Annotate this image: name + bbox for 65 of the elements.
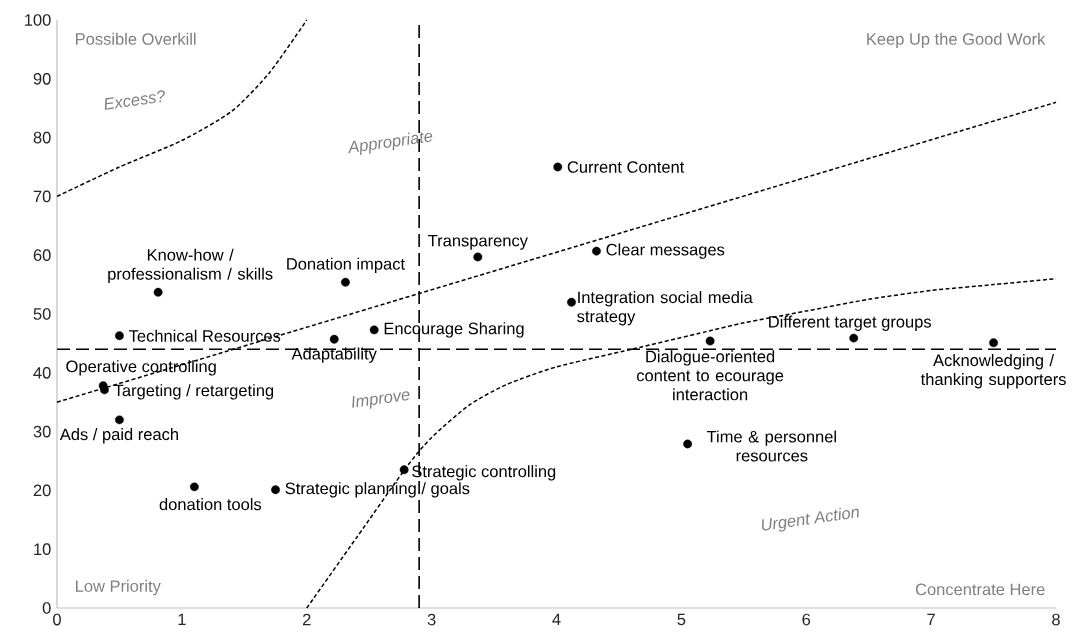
point — [567, 297, 576, 307]
series-label: Time & personnel resources — [706, 430, 836, 462]
series-label: Ads / paid reach — [59, 428, 178, 444]
y-tick-label: 50 — [33, 308, 51, 320]
series-label: donation tools — [159, 498, 262, 511]
series-label: Dialogue-oriented content to ecourage interaction — [636, 350, 784, 401]
x-tick-label: 0 — [53, 613, 61, 626]
y-tick-label: 90 — [33, 72, 51, 85]
series-label: Strategic controlling — [412, 465, 556, 481]
y-tick-label: 100 — [25, 14, 51, 26]
point — [153, 287, 163, 297]
point — [849, 333, 859, 343]
y-tick-label: 10 — [34, 543, 51, 556]
point — [553, 162, 563, 172]
annotation: Appropriate — [348, 131, 433, 155]
series-label: Different target groups — [769, 315, 932, 331]
y-tick-label: 0 — [42, 602, 51, 614]
point — [705, 336, 715, 346]
series-label: Strategic planning / goals — [285, 482, 470, 498]
annotation: Keep Up the Good Work — [867, 32, 1046, 49]
series-label: Integration social media strategy — [577, 291, 753, 326]
point — [100, 385, 109, 395]
point — [115, 415, 124, 425]
point — [989, 338, 998, 348]
text: Know-how / professionalism / skills — [108, 248, 273, 284]
series-label: Encourage Sharing — [384, 322, 524, 338]
y-tick-label: 30 — [33, 425, 51, 438]
annotation: Concentrate Here — [915, 583, 1045, 596]
x-tick-label: 8 — [1052, 613, 1060, 626]
annotation: Possible Overkill — [76, 32, 196, 45]
annotation: Excess? — [104, 90, 165, 110]
series-label: Donation impact — [287, 257, 405, 274]
annotation: Urgent Action — [762, 507, 859, 532]
annotation: Low Priority — [76, 579, 161, 596]
point — [399, 465, 409, 475]
point — [115, 331, 124, 341]
y-tick-label: 40 — [33, 366, 51, 379]
annotation: Improve — [352, 391, 410, 409]
x-tick-label: 2 — [302, 613, 311, 626]
series-label: Clear messages — [606, 243, 725, 259]
series-label: Transparency — [428, 234, 528, 250]
point — [341, 277, 350, 287]
series-label: Acknowledging / thanking supporters — [920, 354, 1066, 389]
line-series — [56, 19, 308, 198]
point — [473, 252, 483, 262]
series-label: Current Content — [567, 161, 685, 173]
x-tick-label: 6 — [802, 613, 811, 626]
series-label: Technical Resources — [129, 329, 281, 342]
point — [189, 482, 199, 492]
y-tick-label: 60 — [33, 249, 51, 262]
y-tick-label: 80 — [33, 131, 51, 144]
series-label: Targeting / retargeting — [114, 384, 274, 400]
point — [369, 325, 379, 335]
point — [329, 334, 339, 344]
x-tick-label: 1 — [178, 613, 186, 626]
y-tick-label: 20 — [33, 484, 51, 497]
x-tick-label: 3 — [427, 613, 436, 626]
x-tick-label: 7 — [927, 613, 935, 626]
point — [592, 246, 601, 256]
point — [683, 439, 693, 449]
y-tick-label: 70 — [33, 190, 51, 203]
x-tick-label: 5 — [677, 613, 686, 626]
x-tick-label: 4 — [552, 613, 561, 626]
series-label: Adaptability — [291, 347, 377, 363]
point — [271, 485, 280, 495]
